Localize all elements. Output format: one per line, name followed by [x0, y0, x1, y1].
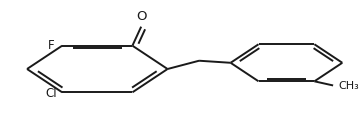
Text: Cl: Cl: [45, 87, 57, 100]
Text: CH₃: CH₃: [339, 81, 359, 91]
Text: O: O: [136, 10, 146, 23]
Text: F: F: [48, 39, 54, 51]
